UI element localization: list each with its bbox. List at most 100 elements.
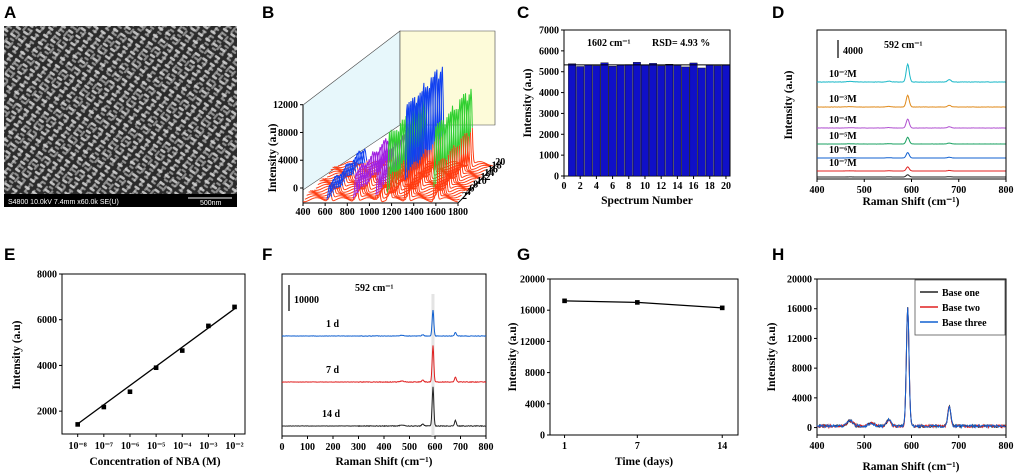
y-tick-label: 8000 xyxy=(37,270,57,281)
e-x-label: Concentration of NBA (M) xyxy=(89,456,220,468)
x-tick-label: 1 xyxy=(562,441,567,452)
y-tick-label: 3000 xyxy=(539,109,559,120)
b-depth-axis xyxy=(457,164,496,204)
y-tick-label: 1000 xyxy=(539,151,559,162)
y-tick-label: 12000 xyxy=(520,337,545,348)
bar xyxy=(600,62,609,177)
x-tick-label: 10⁻⁷ xyxy=(95,441,113,452)
x-tick-label: 800 xyxy=(999,441,1014,452)
spectrum-line xyxy=(281,345,486,384)
panel-f: F 10000 592 cm⁻¹ 1 d 7 d 14 d 0 100 200 300 40… xyxy=(262,245,494,468)
x-tick-label: 500 xyxy=(402,442,417,453)
d-peak-label: 592 cm⁻¹ xyxy=(884,40,923,51)
bar xyxy=(713,65,722,177)
x-tick-label: 14 xyxy=(717,441,727,452)
x-tick-label: 8 xyxy=(626,181,631,192)
panel-a: A S4800 10.0kV 7.4mm x60.0k SE(U) 500nm xyxy=(4,3,237,207)
bar xyxy=(641,65,649,177)
x-tick-label: 300 xyxy=(351,442,366,453)
panel-g: G 1 7 14 0 4000 8000 12000 16000 20000 Time (day… xyxy=(507,245,739,468)
panel-e-label: E xyxy=(4,245,15,264)
x-tick-label: 400 xyxy=(810,441,825,452)
x-tick-label: 12 xyxy=(656,181,666,192)
depth-tick-label: 16 xyxy=(488,164,498,175)
x-tick-label: 1200 xyxy=(382,207,402,218)
panel-f-label: F xyxy=(262,245,272,264)
x-tick-label: 600 xyxy=(428,442,443,453)
c-peak-annotation: 1602 cm⁻¹ xyxy=(587,38,631,49)
y-tick-label: 2000 xyxy=(37,407,57,418)
y-tick-label: 4000 xyxy=(525,399,545,410)
y-tick-label: 12000 xyxy=(787,334,812,345)
x-tick-label: 700 xyxy=(951,185,966,196)
depth-tick-label: 10 xyxy=(477,176,487,187)
panel-b: B 400 600 800 1000 1200 1400 1600 1800 0 4000 8000… xyxy=(262,3,505,218)
bar xyxy=(592,65,601,177)
y-tick-label: 6000 xyxy=(37,315,57,326)
waterfall-line xyxy=(304,161,460,201)
data-point xyxy=(75,422,80,427)
x-tick-label: 10⁻² xyxy=(225,441,243,452)
sem-scale-label: 500nm xyxy=(200,200,222,207)
depth-tick-label: 4 xyxy=(466,187,471,198)
depth-tick-label: 12 xyxy=(481,172,491,183)
f-peak-label: 592 cm⁻¹ xyxy=(355,283,394,294)
spectrum-line xyxy=(816,118,1006,129)
data-point xyxy=(153,365,159,371)
c-x-label: Spectrum Number xyxy=(601,195,693,207)
c-y-label: Intensity (a.u) xyxy=(522,68,534,137)
data-point xyxy=(179,348,185,353)
panel-c: C 0 2 4 6 8 10 12 14 16 18 20010002000300040005000… xyxy=(517,3,731,207)
depth-tick-label: 18 xyxy=(492,161,502,172)
spectrum-line xyxy=(281,310,486,337)
y-tick-label: 16000 xyxy=(787,304,812,315)
series-base-three xyxy=(816,307,1006,430)
x-tick-label: 10⁻⁸ xyxy=(69,441,87,452)
bar xyxy=(608,66,617,177)
x-tick-label: 4 xyxy=(594,181,599,192)
panel-d: D 4000 592 cm⁻¹ 10⁻²M 10⁻³M 10⁻⁴M 10⁻⁵M 10⁻⁶… xyxy=(772,3,1014,208)
depth-tick-label: 14 xyxy=(484,168,494,179)
panel-h-label: H xyxy=(772,245,784,264)
d-x-label: Raman Shift (cm⁻¹) xyxy=(862,196,959,208)
y-tick-label: 8000 xyxy=(525,368,545,379)
day-label: 14 d xyxy=(322,409,341,420)
x-tick-label: 18 xyxy=(705,181,715,192)
x-tick-label: 10⁻⁴ xyxy=(173,441,191,452)
y-tick-label: 0 xyxy=(293,184,298,195)
d-scale-label: 4000 xyxy=(843,46,863,57)
bar xyxy=(649,63,657,177)
x-tick-label: 14 xyxy=(672,181,682,192)
spectrum-line xyxy=(817,166,1006,172)
x-tick-label: 800 xyxy=(479,442,494,453)
x-tick-label: 600 xyxy=(904,185,919,196)
panel-d-label: D xyxy=(772,3,784,22)
spectrum-line xyxy=(817,136,1006,145)
c-rsd-annotation: RSD= 4.93 % xyxy=(652,38,710,49)
x-tick-label: 700 xyxy=(951,441,966,452)
h-y-label: Intensity (a.u) xyxy=(766,322,778,391)
f-x-label: Raman Shift (cm⁻¹) xyxy=(335,456,432,468)
x-tick-label: 200 xyxy=(326,442,341,453)
bar xyxy=(697,67,706,177)
waterfall-line xyxy=(353,160,381,199)
bar xyxy=(665,64,674,177)
e-plot-frame xyxy=(61,273,246,435)
f-scale-label: 10000 xyxy=(294,295,319,306)
x-tick-label: 0 xyxy=(562,181,567,192)
panel-c-label: C xyxy=(517,3,529,22)
x-tick-label: 600 xyxy=(904,441,919,452)
panel-a-label: A xyxy=(4,3,16,22)
x-tick-label: 400 xyxy=(377,442,392,453)
bar xyxy=(616,65,625,177)
y-tick-label: 5000 xyxy=(539,67,559,78)
concentration-label: 10⁻³M xyxy=(829,94,857,105)
x-tick-label: 400 xyxy=(296,207,311,218)
d-y-label: Intensity (a.u) xyxy=(783,70,795,139)
x-tick-label: 2 xyxy=(578,181,583,192)
y-tick-label: 0 xyxy=(807,423,812,434)
bar xyxy=(657,65,666,177)
x-tick-label: 500 xyxy=(857,185,872,196)
y-tick-label: 4000 xyxy=(37,361,57,372)
y-tick-label: 8000 xyxy=(278,128,298,139)
